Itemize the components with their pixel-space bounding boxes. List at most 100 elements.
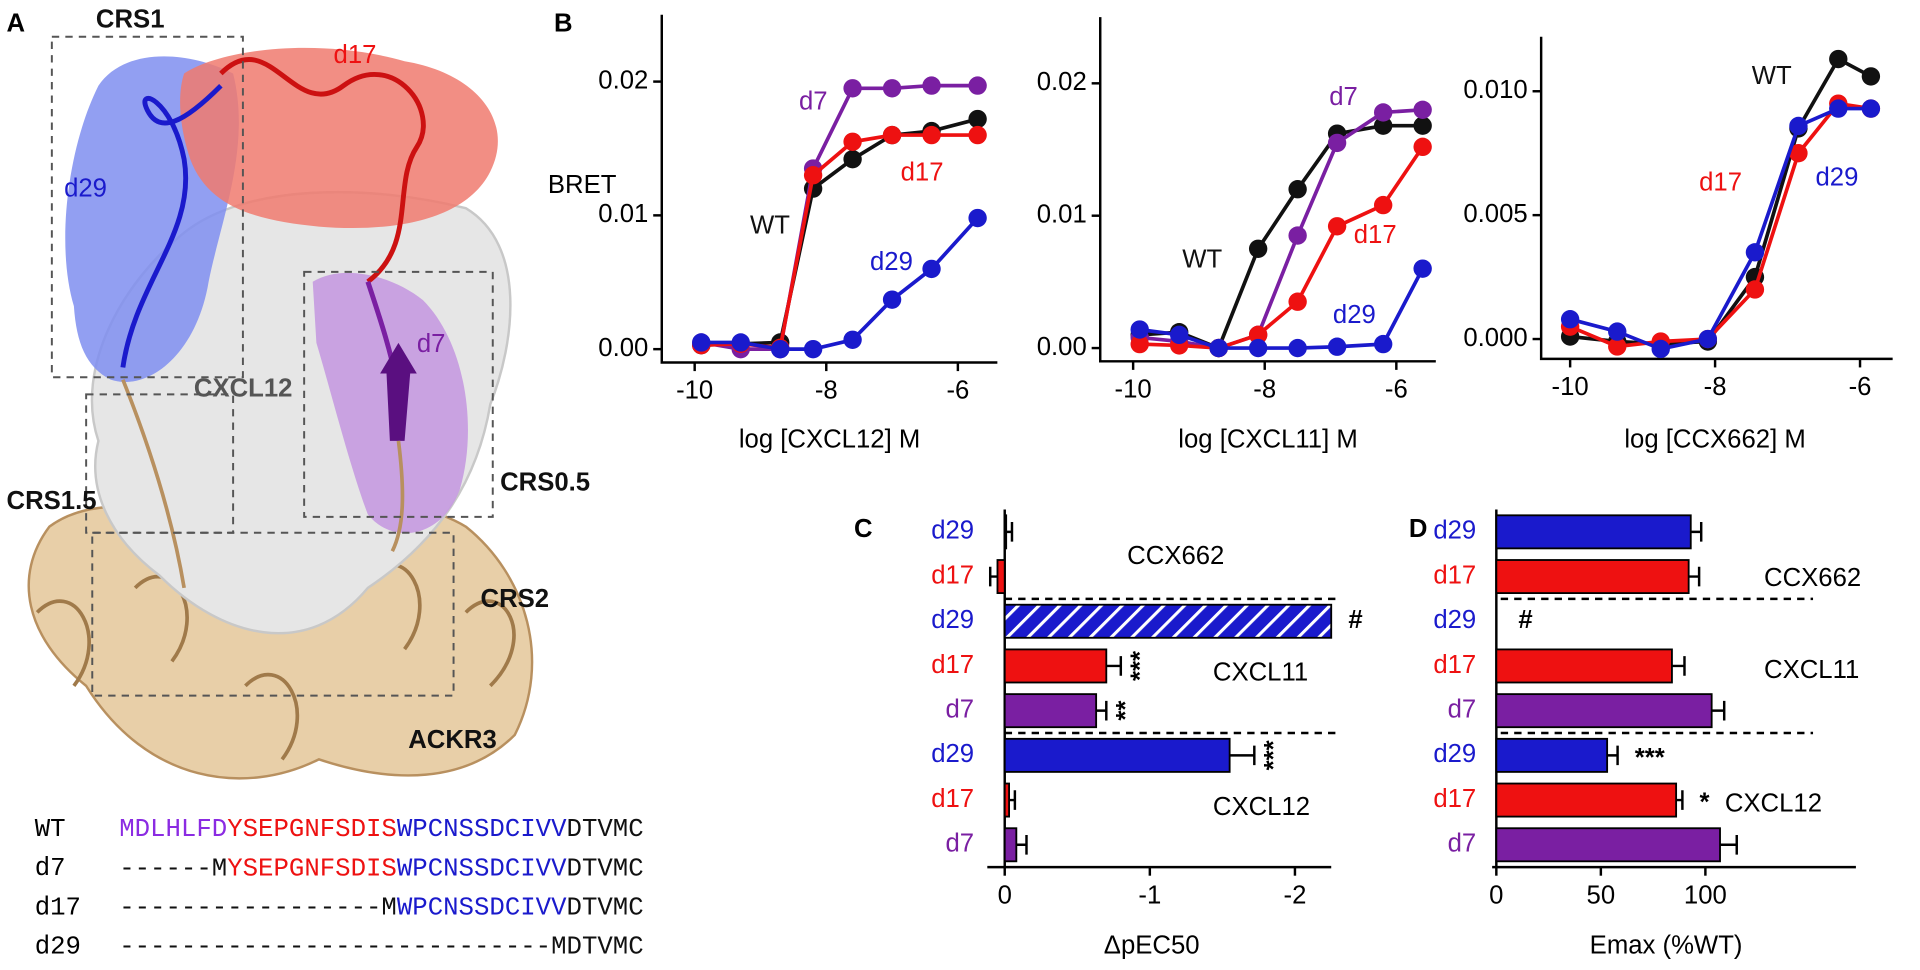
error-bar [988, 566, 998, 587]
data-point [1288, 292, 1307, 311]
sequence-name: WT [35, 815, 66, 844]
category-label: d29 [931, 606, 974, 634]
y-tick-label: 0.01 [1037, 200, 1087, 228]
bar [1003, 603, 1333, 639]
panel-label: D [1409, 515, 1428, 543]
error-bar [1671, 656, 1686, 676]
error-bar [1009, 790, 1017, 810]
series-line [701, 216, 979, 351]
x-tick-label: -2 [1284, 881, 1307, 909]
data-point [882, 125, 902, 145]
error-bar [1690, 522, 1703, 542]
series-label: d7 [799, 88, 828, 116]
x-tick-label: -1 [1138, 881, 1161, 909]
x-tick-label: -6 [946, 377, 969, 405]
structure-label: CXCL12 [194, 374, 293, 402]
data-point [1608, 337, 1627, 356]
y-axis-label: BRET [548, 171, 617, 199]
data-point [1608, 322, 1627, 341]
y-tick-label: 0.010 [1463, 76, 1527, 104]
sequence: ----------------------------MDTVMC [119, 933, 643, 962]
bar [1495, 648, 1673, 684]
y-tick-label: 0.00 [598, 334, 648, 362]
x-tick-label: -6 [1849, 373, 1872, 401]
group-label: CXCL11 [1764, 656, 1859, 684]
category-label: d29 [931, 517, 974, 545]
x-tick-label: -8 [815, 377, 838, 405]
category-label: d17 [1433, 785, 1476, 813]
data-point [1745, 280, 1765, 299]
x-axis-label: log [CCX662] M [1624, 426, 1805, 454]
data-point [1861, 67, 1881, 86]
series-label: d17 [901, 159, 944, 187]
error-bar [1688, 566, 1701, 587]
sequence-name: d29 [35, 933, 81, 962]
category-label: d29 [1433, 517, 1476, 545]
data-point [692, 333, 711, 352]
data-point [968, 208, 987, 228]
series-line [1569, 106, 1871, 351]
sequence-segment: DTVMC [567, 815, 644, 844]
category-label: d29 [1433, 606, 1476, 634]
structure-label: d17 [334, 41, 377, 69]
x-tick-label: -10 [1115, 375, 1152, 403]
series-label: d17 [1699, 169, 1742, 197]
bar [1003, 693, 1098, 729]
x-tick-label: -6 [1385, 375, 1408, 403]
sequence-segment: -----------------M [119, 893, 397, 922]
data-point [922, 125, 941, 145]
panel-label: C [854, 515, 873, 543]
sequence-segment: DTVMC [567, 893, 644, 922]
category-label: d17 [931, 561, 974, 589]
data-point [803, 166, 823, 185]
data-point [843, 132, 862, 151]
series-label: d7 [1329, 83, 1358, 111]
data-point [1209, 338, 1228, 358]
x-tick-label: 0 [1489, 881, 1503, 909]
category-label: d17 [931, 785, 974, 813]
bar [1495, 737, 1609, 773]
error-bar [1006, 522, 1014, 542]
x-axis-label: Emax (%WT) [1590, 932, 1743, 960]
category-label: d29 [1433, 740, 1476, 768]
bar [1003, 782, 1010, 818]
sequence: MDLHLFDYSEPGNFSDISWPCNSSDCIVVDTVMC [119, 815, 643, 844]
panel-label: A [7, 9, 26, 37]
sequence-segment: DTVMC [567, 854, 644, 883]
error-bar [1711, 700, 1726, 721]
data-point [843, 149, 862, 169]
data-point [1829, 99, 1848, 118]
y-tick-label: 0.01 [598, 200, 648, 228]
data-point [1413, 259, 1432, 278]
structure-label: d7 [417, 330, 446, 358]
error-bar [1607, 745, 1619, 766]
data-point [1327, 337, 1347, 356]
data-point [731, 333, 750, 352]
series-line [1569, 101, 1872, 349]
x-tick-label: -10 [676, 377, 713, 405]
group-label: CCX662 [1127, 542, 1224, 570]
sequence-segment: YSEPGNFSDIS [227, 815, 397, 844]
bar [1495, 827, 1721, 863]
x-tick-label: 0 [998, 881, 1012, 909]
sequence: -----------------MWPCNSSDCIVVDTVMC [119, 893, 643, 922]
axis-line [1099, 17, 1436, 363]
structure-label: d29 [64, 175, 107, 203]
data-point [1829, 49, 1848, 69]
series-label: WT [1182, 246, 1222, 274]
data-point [1373, 103, 1393, 122]
data-point [1248, 325, 1268, 345]
data-point [1327, 133, 1347, 153]
structure-label: CRS0.5 [500, 469, 590, 497]
sequence-segment: WPCNSSDCIVV [397, 815, 567, 844]
error-bar [1229, 745, 1256, 766]
sequence-segment: MDLHLFD [119, 815, 227, 844]
sequence: ------MYSEPGNFSDISWPCNSSDCIVVDTVMC [119, 854, 643, 883]
data-point [968, 76, 987, 95]
data-point [882, 79, 902, 98]
data-point [1413, 100, 1432, 119]
category-label: d17 [1433, 561, 1476, 589]
bar [1003, 514, 1008, 550]
x-tick-label: 100 [1684, 881, 1727, 909]
bar [1495, 559, 1690, 595]
